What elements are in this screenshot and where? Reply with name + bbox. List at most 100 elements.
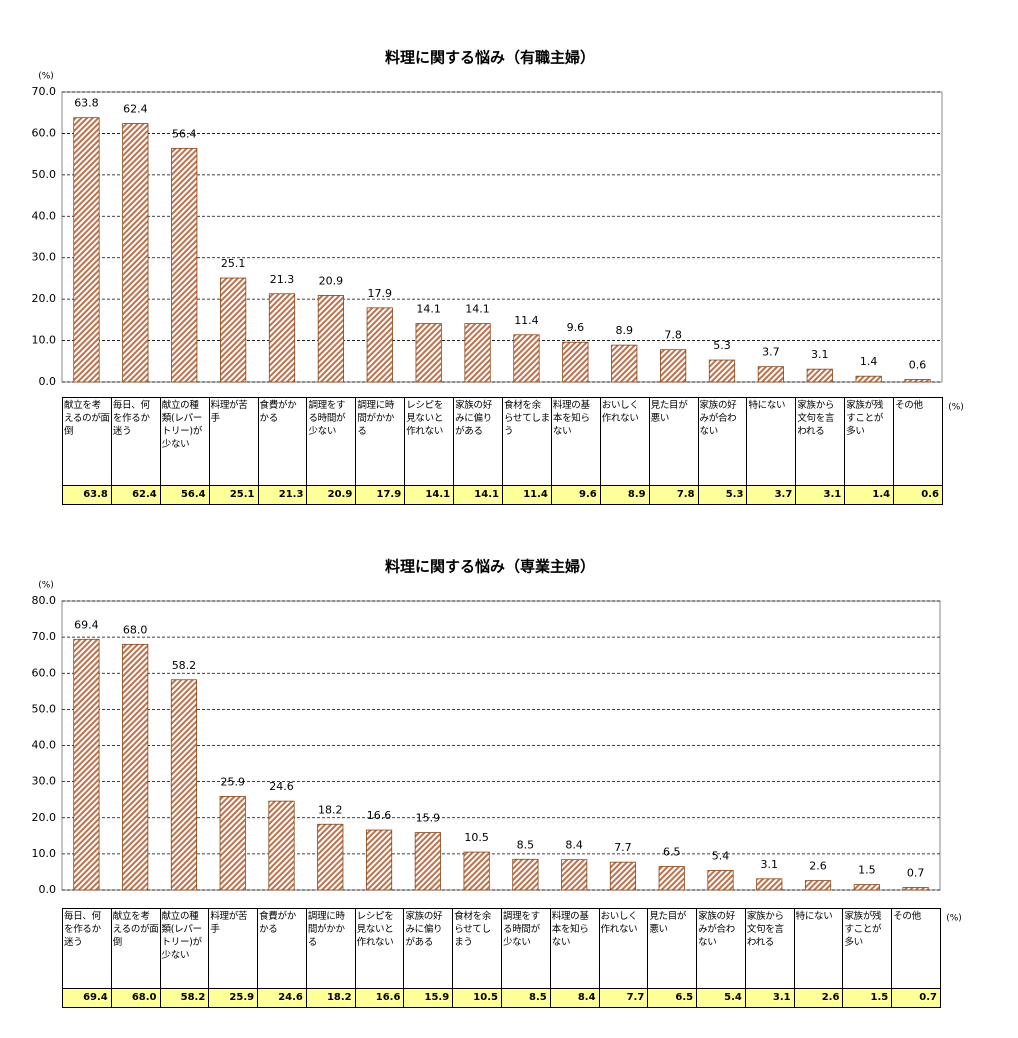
bar	[366, 307, 393, 383]
bar	[562, 341, 589, 383]
table-category: 食費がかかる	[257, 908, 307, 989]
table-category: 調理をする時間が少ない	[306, 397, 357, 486]
y-tick-label: 40.0	[32, 739, 57, 752]
y-tick-label: 20.0	[32, 811, 57, 824]
bar	[855, 375, 882, 383]
table-value: 16.6	[354, 988, 405, 1008]
table-category: 毎日、何を作るか迷う	[62, 908, 112, 989]
table-value: 25.9	[208, 988, 259, 1008]
y-tick-label: 0.0	[39, 883, 57, 896]
table-category: その他	[891, 908, 941, 989]
table-unit: (%)	[946, 914, 962, 924]
bar	[73, 117, 100, 383]
data-label: 20.9	[319, 274, 344, 287]
table-category: 調理をする時間が少ない	[501, 908, 551, 989]
data-label: 14.1	[465, 303, 490, 316]
bar	[757, 366, 785, 383]
data-label: 6.5	[663, 846, 681, 859]
bar	[512, 858, 539, 891]
bar	[171, 147, 198, 383]
data-label: 8.9	[615, 324, 633, 337]
bar	[414, 832, 441, 891]
bar	[122, 123, 149, 383]
table-value: 14.1	[404, 485, 455, 505]
data-label: 5.3	[713, 339, 731, 352]
table-value: 3.1	[744, 988, 795, 1008]
bar	[658, 866, 685, 891]
bar	[806, 368, 833, 383]
table-value: 62.4	[110, 485, 161, 505]
data-label: 3.1	[761, 858, 779, 871]
table-value: 2.6	[793, 988, 844, 1008]
y-tick-label: 30.0	[32, 775, 57, 788]
data-label: 17.9	[368, 287, 393, 300]
bar	[219, 277, 247, 383]
data-label: 3.1	[811, 348, 829, 361]
table-category: 特にない	[793, 908, 844, 989]
y-tick-label: 50.0	[32, 168, 57, 181]
table-value: 5.4	[696, 988, 746, 1008]
table-value: 6.5	[647, 988, 698, 1008]
table-category: 家族の好みが合わない	[697, 397, 748, 486]
data-label: 24.6	[269, 780, 294, 793]
table-category: レシピを見ないと作れない	[404, 397, 455, 486]
data-label: 1.4	[860, 355, 878, 368]
table-value: 10.5	[452, 988, 502, 1008]
chart-title: 料理に関する悩み（有職主婦）	[385, 49, 595, 67]
y-tick-label: 10.0	[32, 847, 57, 860]
table-value: 18.2	[305, 988, 356, 1008]
table-value: 8.5	[501, 988, 551, 1008]
table-value: 7.7	[598, 988, 649, 1008]
table-value: 3.7	[746, 485, 797, 505]
bar	[853, 884, 880, 891]
y-tick-label: 40.0	[32, 209, 57, 222]
table-value: 8.4	[549, 988, 600, 1008]
table-category: 料理の基本を知らない	[549, 908, 600, 989]
table-value: 69.4	[62, 988, 112, 1008]
bar	[122, 643, 149, 891]
data-label: 0.7	[907, 866, 925, 879]
data-label: 0.6	[909, 359, 927, 372]
bar	[464, 323, 491, 383]
data-label: 21.3	[270, 273, 295, 286]
data-label: 15.9	[416, 812, 441, 825]
table-value: 5.3	[697, 485, 748, 505]
data-label: 1.5	[858, 864, 876, 877]
table-value: 25.1	[208, 485, 259, 505]
table-category: 見た目が悪い	[648, 397, 699, 486]
table-value: 63.8	[62, 485, 112, 505]
bar	[804, 880, 832, 891]
bar	[268, 293, 296, 383]
data-label: 25.1	[221, 257, 246, 270]
bar	[317, 823, 344, 891]
data-label: 56.4	[172, 127, 197, 140]
table-category: その他	[893, 397, 943, 486]
y-tick-label: 60.0	[32, 666, 57, 679]
data-label: 9.6	[567, 321, 585, 334]
y-tick-label: 80.0	[32, 594, 57, 607]
chart-title: 料理に関する悩み（専業主婦）	[385, 558, 595, 576]
data-label: 7.8	[664, 329, 682, 342]
table-category: 食材を余らせてしまう	[502, 397, 552, 486]
data-label: 5.4	[712, 849, 730, 862]
table-category: 食材を余らせてしまう	[452, 908, 502, 989]
table-value: 8.9	[599, 485, 650, 505]
bar	[708, 359, 736, 383]
bar	[317, 295, 344, 383]
table-value: 7.8	[648, 485, 699, 505]
table-unit: (%)	[948, 403, 964, 413]
table-value: 20.9	[306, 485, 357, 505]
table-category: 家族の好みが合わない	[696, 908, 746, 989]
y-unit: (%)	[38, 581, 54, 591]
table-category: 見た目が悪い	[647, 908, 698, 989]
table-category: 調理に時間がかかる	[355, 397, 406, 486]
table-value: 11.4	[502, 485, 552, 505]
bar	[611, 344, 638, 383]
table-category: 調理に時間がかかる	[305, 908, 356, 989]
table-value: 21.3	[257, 485, 308, 505]
bar	[660, 349, 687, 383]
y-tick-label: 50.0	[32, 702, 57, 715]
table-value: 15.9	[403, 988, 454, 1008]
